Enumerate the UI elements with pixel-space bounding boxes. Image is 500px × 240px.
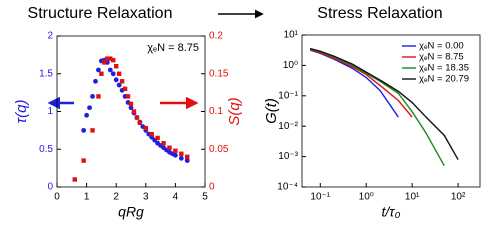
point: [113, 77, 119, 83]
x-tick-label: 10⁻¹: [310, 192, 330, 203]
point: [84, 112, 89, 118]
point: [87, 105, 92, 111]
point: [173, 152, 178, 158]
y-tick-label: 10⁻²: [278, 121, 298, 132]
point: [131, 109, 137, 114]
point: [81, 158, 86, 163]
annotation: χₑN = 8.75: [147, 42, 199, 54]
point: [96, 67, 101, 73]
y2-tick-label: 0.05: [209, 144, 229, 155]
point: [128, 101, 134, 107]
chart-title: Structure Relaxation: [28, 5, 173, 22]
point: [161, 141, 166, 146]
plot-frame: [56, 35, 206, 188]
chart-title: Stress Relaxation: [317, 5, 442, 22]
y2-axis-label: S(q): [226, 97, 243, 125]
legend-label: χₑN = 8.75: [419, 52, 464, 63]
point: [134, 115, 140, 120]
y2-tick-label: 0: [209, 182, 215, 193]
y-axis-label: τ(q): [13, 100, 30, 124]
point: [137, 120, 143, 126]
y-tick-label: 10⁻⁴: [277, 182, 298, 193]
point: [105, 56, 110, 61]
x-tick-label: 10²: [451, 192, 466, 203]
x-tick-label: 5: [202, 192, 208, 203]
point: [184, 158, 190, 163]
point: [110, 71, 116, 77]
x-tick-label: 10¹: [405, 192, 420, 203]
point: [143, 125, 148, 131]
x-tick-label: 10⁰: [359, 192, 374, 203]
point: [111, 57, 116, 63]
y-tick-label: 10⁰: [283, 60, 298, 71]
plot-frame: [301, 34, 481, 188]
point: [108, 56, 113, 61]
legend-label: χₑN = 0.00: [419, 41, 464, 52]
page: Structure Relaxation 0 1 2 3 4 5 0 0.5 1 1.5 2 0 0.05…: [12, 5, 481, 220]
point: [149, 131, 154, 137]
point: [119, 79, 125, 84]
x-tick-label: 3: [143, 192, 149, 203]
point: [90, 128, 95, 133]
y2-tick-label: 0.15: [209, 68, 229, 79]
x-tick-label: 4: [173, 192, 179, 203]
point: [155, 135, 160, 141]
point: [185, 154, 190, 159]
point: [102, 60, 107, 65]
y-tick-label: 10⁻¹: [278, 90, 298, 101]
y-axis-label: G(t): [263, 98, 280, 124]
y-tick-label: 2: [47, 31, 53, 42]
legend-label: χₑN = 20.79: [419, 74, 469, 85]
point: [116, 71, 122, 76]
point: [99, 71, 104, 76]
point: [93, 78, 98, 84]
point: [81, 127, 87, 133]
point: [122, 86, 128, 92]
point: [72, 177, 77, 182]
point: [114, 64, 119, 69]
point: [178, 155, 184, 161]
point: [128, 105, 134, 111]
series-line: [309, 47, 459, 160]
y-tick-label: 0: [47, 182, 53, 193]
point: [107, 67, 113, 73]
point: [90, 94, 95, 99]
y-tick-label: 0.5: [39, 144, 53, 155]
x-axis-label: t/τ₀: [382, 204, 401, 220]
x-tick-label: 1: [84, 192, 90, 203]
y2-tick-label: 0.1: [209, 106, 223, 117]
legend-label: χₑN = 18.35: [419, 63, 469, 74]
point: [116, 82, 122, 88]
point: [167, 145, 172, 150]
y2-tick-label: 0.2: [209, 31, 223, 42]
point: [173, 148, 178, 153]
series-line: [309, 48, 413, 118]
y-tick-label: 10¹: [284, 30, 299, 41]
x-tick-label: 0: [54, 192, 60, 203]
point: [179, 151, 184, 156]
x-tick-label: 2: [113, 192, 119, 203]
point: [125, 94, 131, 99]
point: [96, 94, 101, 99]
x-axis-label: qRg: [118, 204, 144, 220]
y-tick-label: 10⁻³: [278, 151, 298, 162]
y-tick-label: 1.5: [39, 68, 53, 79]
y-tick-label: 1: [47, 106, 53, 117]
